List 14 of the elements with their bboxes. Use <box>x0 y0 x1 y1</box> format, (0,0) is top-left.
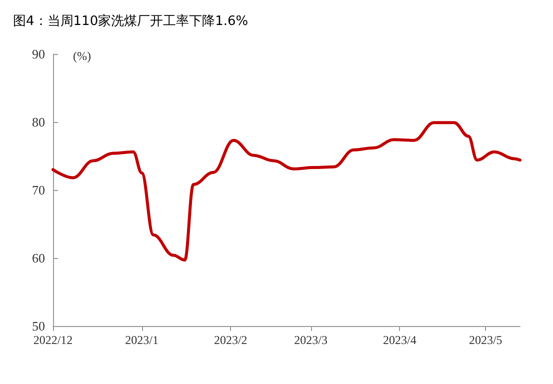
x-tick-label: 2022/12 <box>33 333 73 347</box>
x-tick-label: 2023/4 <box>382 333 416 347</box>
y-tick-label: 70 <box>32 182 45 198</box>
y-tick-label: 50 <box>32 318 45 334</box>
x-tick-label: 2023/5 <box>468 333 502 347</box>
y-axis-title: (%) <box>73 49 91 63</box>
x-tick-label: 2023/3 <box>294 333 328 347</box>
y-tick-label: 80 <box>32 114 45 130</box>
chart-title: 图4：当周110家洗煤厂开工率下降1.6% <box>13 13 248 29</box>
x-tick-label: 2023/1 <box>125 333 158 347</box>
line-series <box>52 121 522 262</box>
y-tick-label: 90 <box>32 46 45 62</box>
x-tick-label: 2023/2 <box>214 333 248 347</box>
y-tick-label: 60 <box>32 250 45 266</box>
